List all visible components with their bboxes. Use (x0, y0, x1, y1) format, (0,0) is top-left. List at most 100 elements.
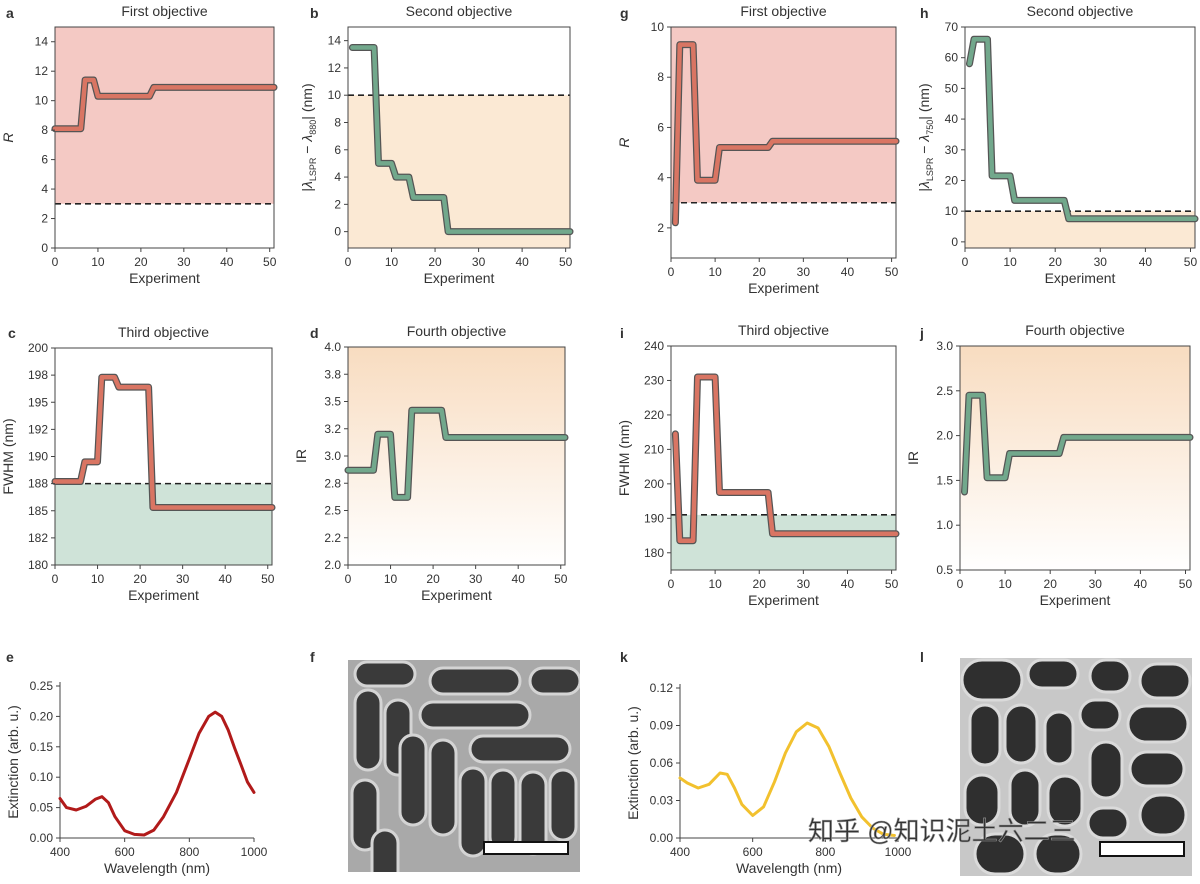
y-tick-label: 185 (28, 504, 48, 518)
x-tick-label: 10 (998, 577, 1012, 591)
y-tick-label: 4 (657, 171, 664, 185)
x-tick-label: 40 (841, 577, 855, 591)
y-tick-label: 40 (945, 112, 959, 126)
y-tick-label: 4 (41, 182, 48, 196)
chart-e-extinction-spectrum: 400 600 800 1000 0.00 0.05 0.10 0.15 0.20 0.25 Wav… (5, 679, 268, 876)
y-tick-label: 2.2 (324, 531, 341, 545)
x-tick-label: 10 (384, 572, 398, 586)
y-tick-label: 6 (657, 120, 664, 134)
y-axis-label-a: R (0, 132, 16, 142)
y-tick-label: 2.0 (324, 558, 341, 572)
y-tick-label: 0 (951, 235, 958, 249)
series-line-a (52, 77, 277, 131)
x-tick-label: 400 (50, 845, 70, 859)
y-tick-label: 3.0 (324, 449, 341, 463)
x-axis-label-k: Wavelength (nm) (736, 860, 842, 876)
x-tick-label: 10 (1003, 255, 1017, 269)
x-tick-label: 30 (1094, 255, 1108, 269)
y-tick-label: 6 (41, 153, 48, 167)
x-tick-label: 10 (91, 255, 105, 269)
y-tick-label: 195 (28, 395, 48, 409)
y-axis-label-part: | (916, 188, 932, 192)
y-axis-label-c: FWHM (nm) (0, 418, 16, 494)
series-line-e (58, 710, 256, 837)
y-tick-label: 3.2 (324, 422, 341, 436)
series-line-d (345, 407, 568, 500)
y-tick-label: 8 (41, 123, 48, 137)
objective-region-b (348, 95, 570, 249)
x-tick-label: 50 (885, 577, 899, 591)
panel-label-g: g (620, 5, 629, 21)
y-axis-label-part: λ (916, 135, 932, 143)
x-axis-label-g: Experiment (748, 280, 819, 296)
objective-region-j (960, 346, 1190, 570)
y-tick-label: 50 (945, 81, 959, 95)
series-line-i (673, 374, 899, 543)
y-axis-label-part: λ (299, 135, 315, 143)
x-tick-label: 800 (815, 845, 835, 859)
x-axis-label-c: Experiment (128, 587, 199, 603)
series-outline-h (966, 35, 1199, 223)
series-line-g (673, 42, 899, 226)
y-axis-label-part: | (299, 188, 315, 192)
y-tick-label: 2.0 (936, 429, 953, 443)
objective-region-i (671, 514, 896, 570)
x-tick-label: 20 (134, 255, 148, 269)
chart-g-first-objective: 0 10 20 30 40 50 2 4 6 8 10 First objective Experime… (616, 3, 900, 296)
chart-a-first-objective: 0 10 20 30 40 50 0 2 4 6 8 10 12 14 First objective Exp… (0, 3, 278, 286)
panel-label-i: i (620, 325, 624, 341)
x-tick-label: 20 (133, 572, 147, 586)
y-tick-label: 8 (334, 115, 341, 129)
x-tick-label: 0 (668, 265, 675, 279)
y-tick-label: 220 (644, 408, 664, 422)
objective-region-g (671, 27, 896, 203)
y-tick-label: 12 (35, 64, 49, 78)
x-tick-label: 50 (559, 255, 573, 269)
panel-label-h: h (920, 5, 929, 21)
y-tick-label: 0.15 (30, 740, 54, 754)
y-axis-label-i: FWHM (nm) (616, 420, 632, 496)
micrograph-f (348, 660, 580, 872)
x-tick-label: 30 (797, 577, 811, 591)
x-tick-label: 30 (1089, 577, 1103, 591)
chart-k-extinction-spectrum: 400 600 800 1000 0.00 0.03 0.06 0.09 0.12 Wavelen… (625, 681, 912, 876)
x-tick-label: 0 (668, 577, 675, 591)
chart-c-third-objective: 0 10 20 30 40 50 180 182 185 188 190 192 195 198 200 Th… (0, 324, 276, 603)
scale-bar-l (1099, 841, 1185, 857)
y-axis-label-part: − (916, 142, 932, 158)
x-tick-label: 20 (753, 265, 767, 279)
y-tick-label: 182 (28, 531, 48, 545)
panel-label-b: b (310, 5, 319, 21)
x-tick-label: 1000 (885, 845, 912, 859)
x-tick-label: 20 (1044, 577, 1058, 591)
x-tick-label: 20 (428, 255, 442, 269)
y-tick-label: 14 (328, 34, 342, 48)
x-tick-label: 50 (554, 572, 568, 586)
y-tick-label: 70 (945, 20, 959, 34)
y-tick-label: 180 (28, 558, 48, 572)
chart-i-third-objective: 0 10 20 30 40 50 180 190 200 210 220 230 240 Third ob… (616, 322, 900, 608)
watermark-text: 知乎 @知识泥土六二三 (808, 816, 1076, 846)
y-tick-label: 12 (328, 61, 342, 75)
y-tick-label: 3.5 (324, 395, 341, 409)
y-axis-label-j: IR (905, 451, 921, 465)
series-line-b (350, 45, 573, 234)
chart-title-b: Second objective (406, 3, 513, 19)
series-line-c (52, 375, 275, 510)
x-tick-label: 0 (345, 572, 352, 586)
x-tick-label: 0 (957, 577, 964, 591)
series-line-h (967, 37, 1198, 222)
panel-label-k: k (620, 649, 628, 665)
x-tick-label: 40 (512, 572, 526, 586)
y-tick-label: 4.0 (324, 340, 341, 354)
x-tick-label: 400 (670, 845, 690, 859)
micrograph-l (960, 658, 1192, 876)
chart-title-h: Second objective (1027, 3, 1134, 19)
y-tick-label: 0.20 (30, 709, 54, 723)
x-tick-label: 20 (753, 577, 767, 591)
panel-label-d: d (310, 325, 319, 341)
y-tick-label: 8 (657, 70, 664, 84)
y-tick-label: 198 (28, 368, 48, 382)
x-axis-label-d: Experiment (421, 587, 492, 603)
